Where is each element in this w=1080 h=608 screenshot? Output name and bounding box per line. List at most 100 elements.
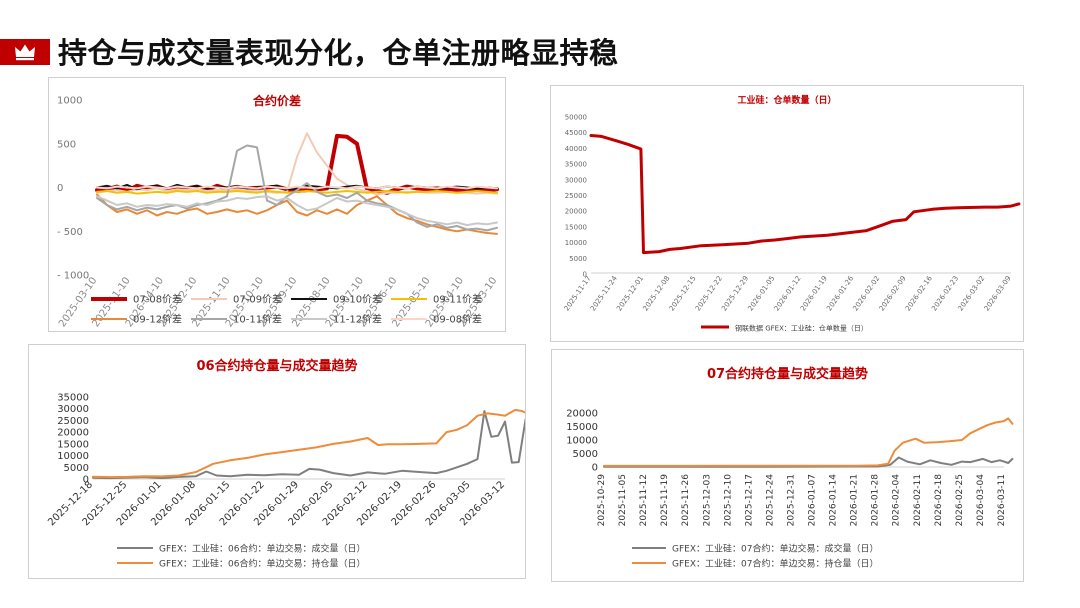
x-tick-label: 2026-01-12 <box>773 275 803 313</box>
x-tick-label: 2025-11-24 <box>589 274 619 312</box>
x-tick-label: 2026-02-25 <box>955 474 965 526</box>
x-tick-label: 2026-02-02 <box>851 275 881 313</box>
y-tick-label: 20000 <box>565 208 587 216</box>
legend-label: 07-08价差 <box>133 293 182 306</box>
x-tick-label: 2025-12-22 <box>694 275 724 313</box>
x-tick-label: 2025-12-08 <box>641 275 671 313</box>
legend-label: 09-12价差 <box>133 313 182 326</box>
x-tick-label: 2025-11-26 <box>681 474 691 527</box>
series-line <box>96 190 498 195</box>
legend-label: GFEX：工业硅：06合约：单边交易：持仓量（日） <box>159 558 365 570</box>
x-tick-label: 2025-10-29 <box>597 474 607 527</box>
legend-label: 钢联数据 GFEX：工业硅：仓单数量（日） <box>735 324 868 333</box>
y-tick-label: 0 <box>83 475 89 486</box>
y-tick-label: 5000 <box>573 449 598 460</box>
series-line <box>92 408 525 479</box>
y-tick-label: 5000 <box>569 255 587 263</box>
y-tick-label: 25000 <box>565 192 587 200</box>
x-tick-label: 2026-01-26 <box>825 274 855 312</box>
x-tick-label: 2025-12-29 <box>720 275 750 313</box>
x-tick-label: 2026-02-23 <box>930 275 960 313</box>
crown-badge <box>0 39 50 65</box>
x-tick-label: 2026-01-07 <box>808 474 818 526</box>
crown-icon <box>15 44 35 61</box>
y-tick-label: 45000 <box>565 129 587 137</box>
x-tick-label: 2025-11-05 <box>618 474 628 526</box>
x-tick-label: 2025-12-03 <box>702 474 712 526</box>
chart-title: 06合约持仓量与成交量趋势 <box>196 358 357 374</box>
legend-label: 09-11价差 <box>433 293 482 306</box>
x-tick-label: 2026-01-19 <box>799 275 829 313</box>
chart-title: 工业硅：仓单数量（日） <box>737 94 836 106</box>
y-tick-label: 0 <box>592 463 598 474</box>
series-line <box>96 144 498 232</box>
x-tick-label: 2026-01-14 <box>829 474 839 527</box>
spread-chart-panel: 合约价差 1000 500 0- 500- 1000 2025-03-10 2025-11… <box>48 77 506 332</box>
y-tick-label: 30000 <box>565 176 587 184</box>
y-tick-label: 15000 <box>57 439 89 450</box>
page-header: 持仓与成交量表现分化，仓单注册略显持稳 <box>0 0 1080 78</box>
y-tick-label: - 500 <box>57 227 83 238</box>
x-tick-label: 2026-02-18 <box>934 474 944 527</box>
series-line <box>95 133 499 195</box>
y-tick-label: 40000 <box>565 145 587 153</box>
x-tick-label: 2026-03-09 <box>983 275 1013 313</box>
legend-label: 09-10价差 <box>333 293 382 306</box>
x-tick-label: 2025-12-15 <box>668 275 698 313</box>
y-tick-label: 35000 <box>57 393 89 404</box>
y-tick-label: 15000 <box>566 422 598 433</box>
y-tick-label: 1000 <box>57 96 82 107</box>
x-tick-label: 2025-12-31 <box>786 474 796 526</box>
contract06-chart-panel: 06合约持仓量与成交量趋势 35000 30000 25000 20000 15000 10… <box>28 344 526 579</box>
y-tick-label: 5000 <box>64 463 89 474</box>
x-tick-label: 2026-01-21 <box>850 474 860 526</box>
y-tick-label: 30000 <box>57 404 89 415</box>
y-tick-label: 35000 <box>565 161 587 169</box>
series-line <box>589 134 1021 255</box>
legend-label: 10-11价差 <box>233 313 282 326</box>
y-tick-label: - 1000 <box>57 271 89 282</box>
x-tick-label: 2026-02-09 <box>878 275 908 313</box>
legend-label: 09-08价差 <box>433 313 482 326</box>
warrant-chart: 工业硅：仓单数量（日）50000450004000035000300002500… <box>563 94 1021 333</box>
series-line <box>96 132 498 196</box>
x-tick-label: 2025-12-24 <box>765 474 775 527</box>
x-tick-label: 2025-12-10 <box>723 474 733 527</box>
page-title: 持仓与成交量表现分化，仓单注册略显持稳 <box>58 36 619 70</box>
series-line <box>96 193 498 235</box>
series-line <box>92 410 525 480</box>
series-line <box>603 417 1014 467</box>
x-tick-label: 2025-12-01 <box>615 275 645 313</box>
chart-title: 07合约持仓量与成交量趋势 <box>707 366 868 382</box>
y-tick-label: 500 <box>57 139 76 150</box>
x-tick-label: 2025-11-19 <box>660 474 670 527</box>
y-tick-label: 20000 <box>57 428 89 439</box>
contract07-chart: 07合约持仓量与成交量趋势 20000 15000 10000 5000 02025-10… <box>566 366 1014 570</box>
x-tick-label: 2026-02-16 <box>904 274 934 312</box>
contract06-chart: 06合约持仓量与成交量趋势 350003000025000200001500010… <box>46 358 525 570</box>
y-tick-label: 0 <box>583 271 587 279</box>
y-tick-label: 0 <box>57 183 63 194</box>
legend-label: GFEX：工业硅：07合约：单边交易：成交量（日） <box>672 543 878 555</box>
legend-label: 07-09价差 <box>233 293 282 306</box>
x-tick-label: 2026-02-04 <box>892 474 902 527</box>
x-tick-label: 2025-12-17 <box>744 474 754 526</box>
y-tick-label: 10000 <box>565 239 587 247</box>
series-line <box>96 185 498 190</box>
x-tick-label: 2026-01-05 <box>746 275 776 313</box>
x-tick-label: 2026-03-02 <box>956 275 986 313</box>
series-line <box>96 195 498 227</box>
y-tick-label: 10000 <box>566 436 598 447</box>
chart-title: 合约价差 <box>253 93 301 108</box>
legend-label: 11-12价差 <box>333 313 382 326</box>
legend-label: GFEX：工业硅：06合约：单边交易：成交量（日） <box>159 543 365 555</box>
x-tick-label: 2026-03-04 <box>976 474 986 527</box>
y-tick-label: 25000 <box>57 416 89 427</box>
legend-label: GFEX：工业硅：07合约：单边交易：持仓量（日） <box>672 558 878 570</box>
warrant-chart-panel: 工业硅：仓单数量（日） 50000 45000 40000 35000 30000 2500… <box>550 85 1024 342</box>
y-tick-label: 10000 <box>57 451 89 462</box>
y-tick-label: 15000 <box>565 223 587 231</box>
x-tick-label: 2026-02-11 <box>913 474 923 526</box>
x-tick-label: 2025-11-12 <box>639 474 649 526</box>
